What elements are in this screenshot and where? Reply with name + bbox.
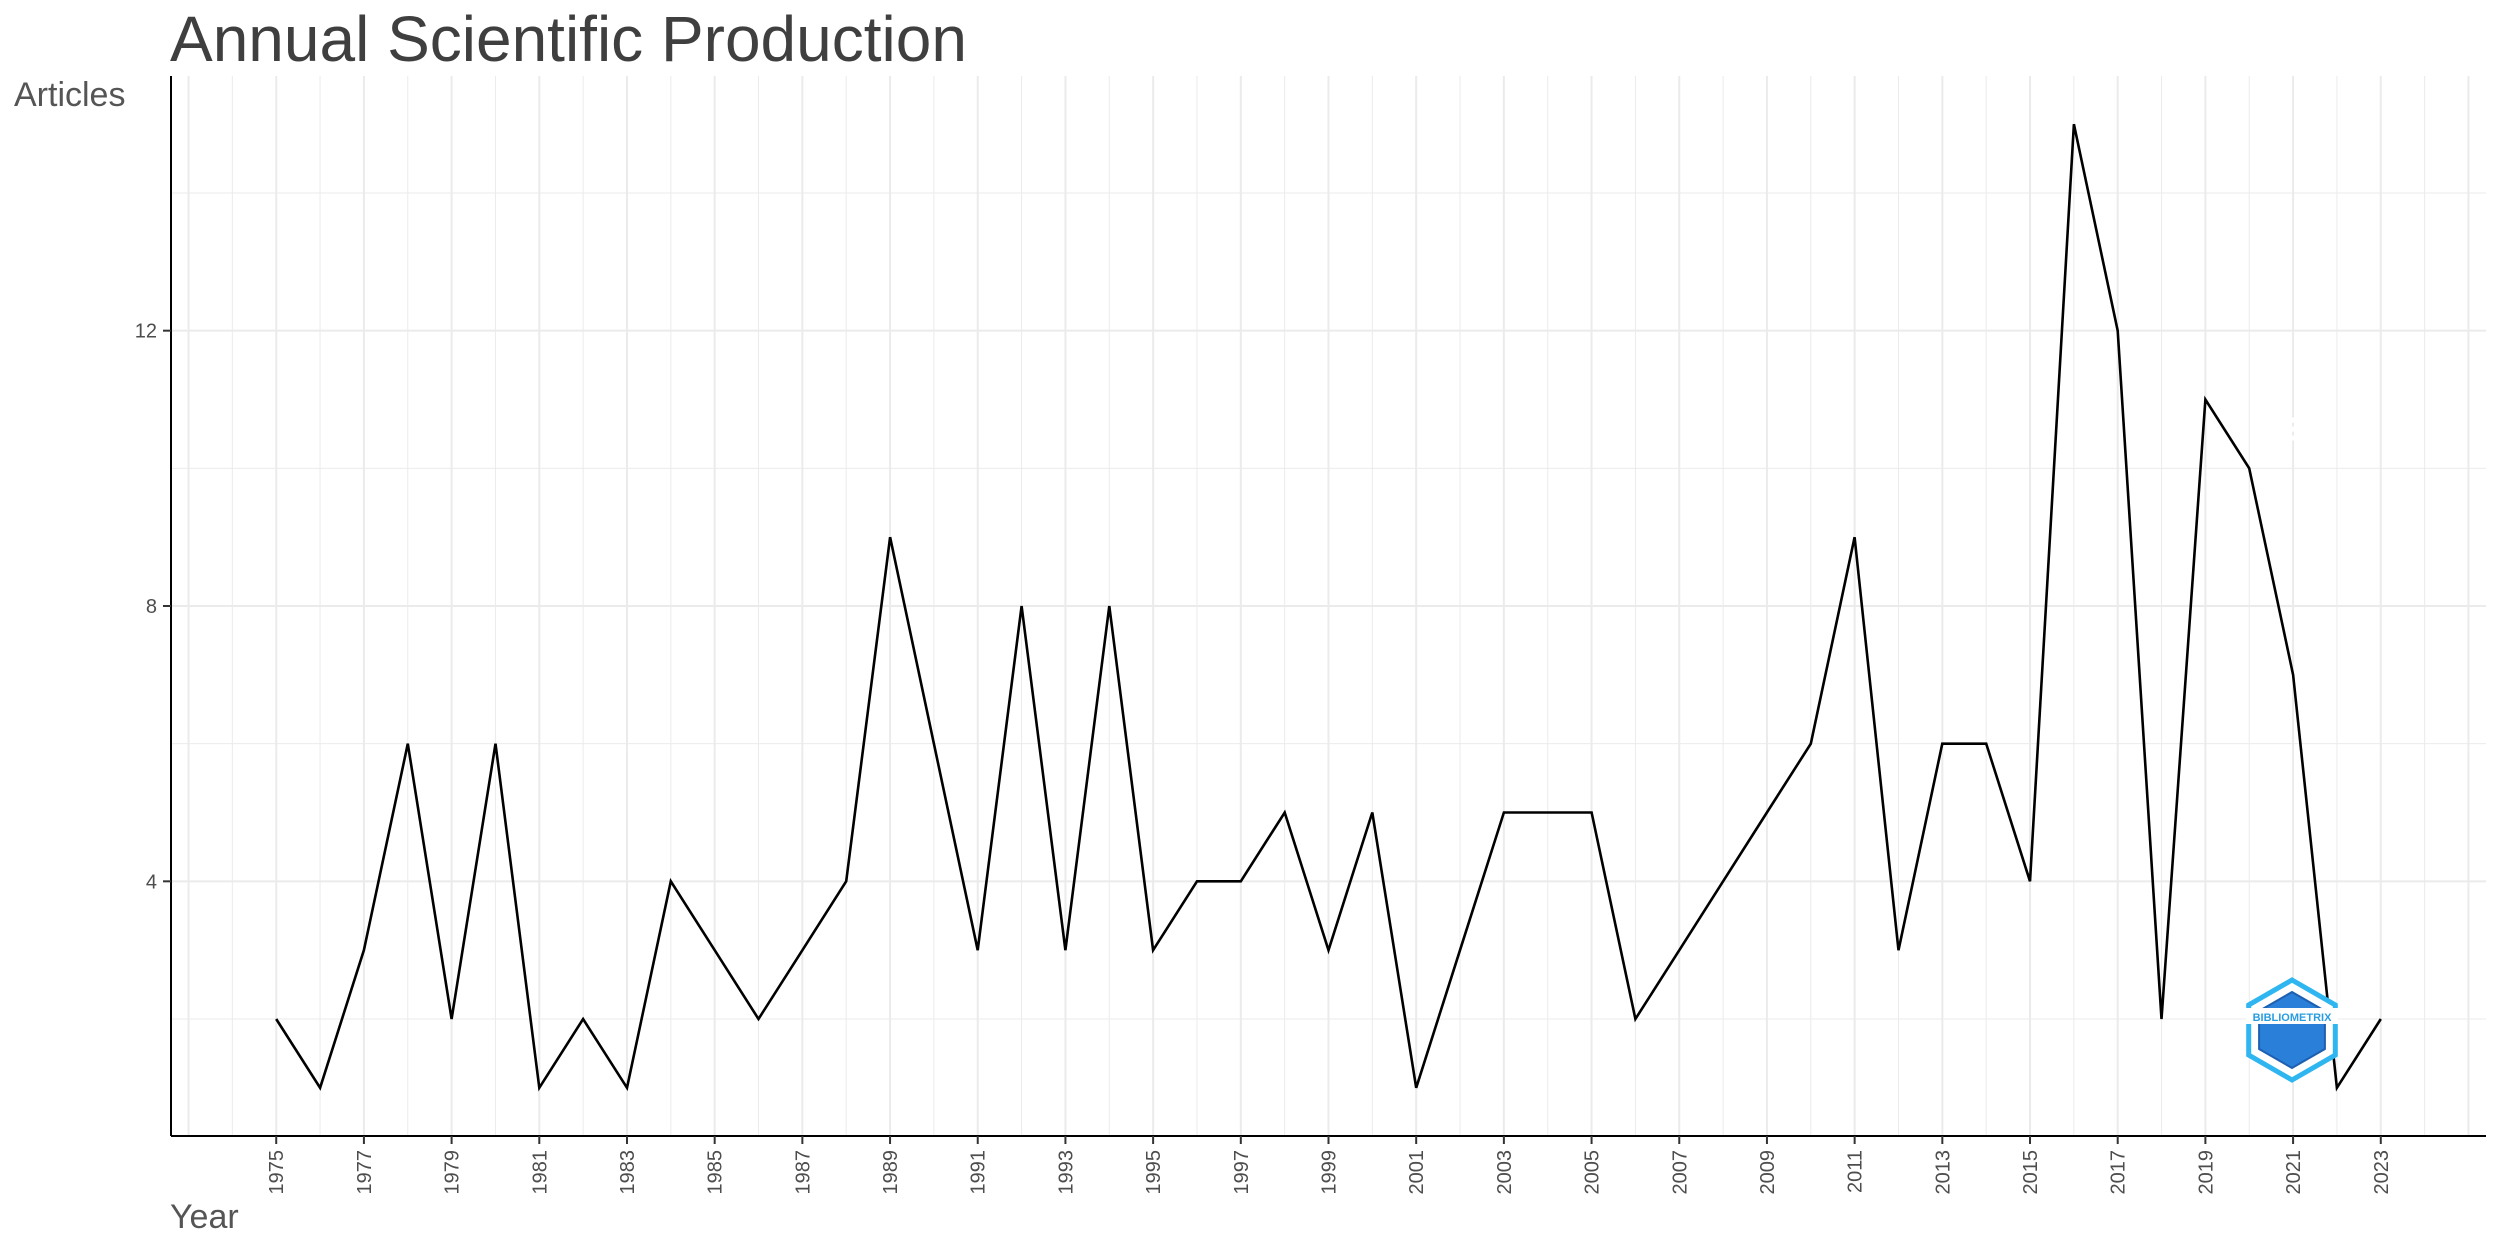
x-tick-label: 2019	[2195, 1150, 2217, 1195]
x-tick-label: 1993	[1055, 1150, 1077, 1195]
series	[275, 123, 2382, 1092]
x-tick-label: 2015	[2020, 1150, 2042, 1195]
logo-stripe	[2280, 414, 2306, 427]
x-tick-label: 2013	[1932, 1150, 1954, 1195]
x-axis-label: Year	[170, 1198, 239, 1236]
x-tick-label: 1983	[617, 1150, 639, 1195]
y-tick-label: 4	[146, 871, 157, 893]
logo-stripe	[2284, 431, 2310, 444]
logo-stripe	[2282, 422, 2308, 435]
y-tick-label: 8	[146, 596, 157, 618]
x-tick-label: 2017	[2108, 1150, 2130, 1195]
axes	[163, 76, 2486, 1144]
x-tick-label: 2001	[1406, 1150, 1428, 1195]
x-tick-label: 1975	[266, 1150, 288, 1195]
bibliometrix-logo: BIBLIOMETRIX	[2246, 414, 2338, 1083]
y-tick-label: 12	[135, 321, 157, 343]
x-tick-label: 2007	[1669, 1150, 1691, 1195]
logo-text: BIBLIOMETRIX	[2253, 1012, 2332, 1024]
x-tick-label: 1999	[1319, 1150, 1341, 1195]
x-tick-label: 1995	[1143, 1150, 1165, 1195]
grid	[171, 76, 2486, 1136]
x-tick-label: 2021	[2283, 1150, 2305, 1195]
x-tick-label: 2003	[1494, 1150, 1516, 1195]
y-axis-label: Articles	[14, 76, 126, 114]
x-tick-label: 2023	[2371, 1150, 2393, 1195]
x-tick-label: 1997	[1231, 1150, 1253, 1195]
chart-title: Annual Scientific Production	[170, 3, 967, 75]
x-tick-label: 1987	[792, 1150, 814, 1195]
logo-banner	[2246, 1008, 2338, 1024]
series-line	[275, 123, 2382, 1092]
x-tick-label: 1981	[529, 1150, 551, 1195]
x-tick-label: 1991	[968, 1150, 990, 1195]
x-tick-label: 1985	[705, 1150, 727, 1195]
x-tick-label: 2011	[1845, 1150, 1867, 1193]
x-tick-label: 2009	[1757, 1150, 1779, 1195]
x-tick-label: 1977	[354, 1150, 376, 1195]
x-tick-label: 1989	[880, 1150, 902, 1195]
x-tick-label: 2005	[1582, 1150, 1604, 1195]
x-tick-label: 1979	[442, 1150, 464, 1195]
tick-labels: 4 8 12 1975 1977 1979 1981 1983 1985 1987 1989 1991…	[135, 321, 2393, 1195]
